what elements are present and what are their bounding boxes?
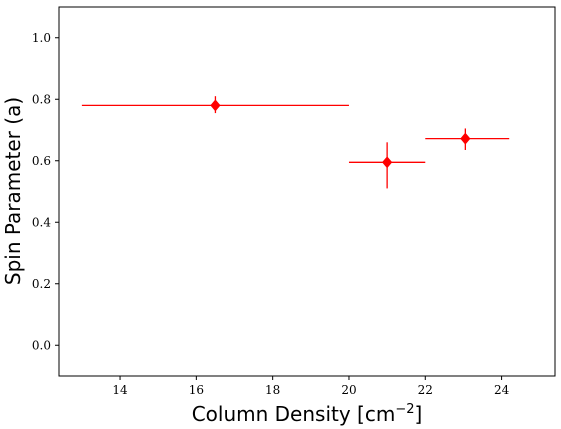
x-axis-label: Column Density [cm−2] <box>192 402 423 426</box>
x-tick-label: 22 <box>418 383 433 397</box>
y-tick-label: 0.4 <box>32 215 51 229</box>
diamond-marker <box>210 99 221 112</box>
data-series <box>81 96 510 189</box>
plot-area <box>58 6 556 377</box>
x-tick-label: 14 <box>112 383 128 397</box>
data-point <box>348 142 426 189</box>
y-tick-label: 0.6 <box>32 154 51 168</box>
x-axis-label-superscript: −2 <box>395 402 414 417</box>
y-axis-label: Spin Parameter (a) <box>1 97 25 285</box>
diamond-marker <box>460 132 471 145</box>
y-tick-label: 0.0 <box>32 338 51 352</box>
x-tick-label: 18 <box>265 383 280 397</box>
data-point <box>81 96 349 114</box>
y-tick-label: 0.8 <box>32 92 51 106</box>
x-axis-label-suffix: ] <box>414 402 422 426</box>
x-tick-label: 16 <box>189 383 204 397</box>
y-tick-label: 1.0 <box>32 31 51 45</box>
y-axis-ticks: 0.0 0.2 0.4 0.6 0.8 1.0 <box>32 31 59 352</box>
x-tick-label: 24 <box>494 383 510 397</box>
x-tick-label: 20 <box>341 383 356 397</box>
y-tick-label: 0.2 <box>32 277 51 291</box>
data-point <box>425 128 510 150</box>
x-axis-ticks: 14 16 18 20 22 24 <box>112 376 510 397</box>
diamond-marker <box>382 156 393 169</box>
